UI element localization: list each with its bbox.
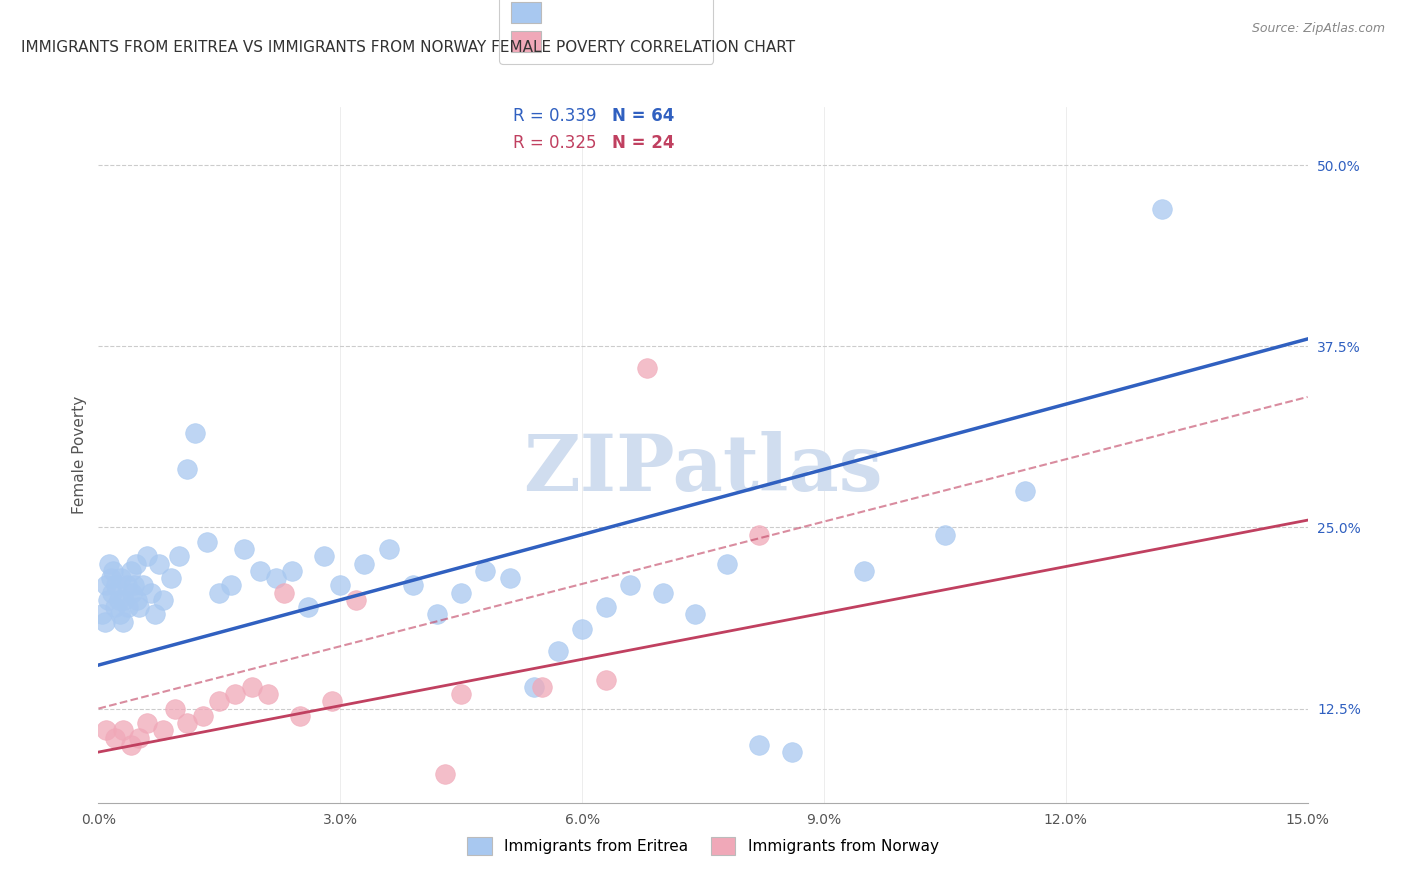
Point — [426, 607, 449, 622]
Point — [853, 564, 876, 578]
Point — [240, 680, 263, 694]
Point — [100, 571, 122, 585]
Point — [344, 592, 367, 607]
Text: N = 24: N = 24 — [612, 134, 673, 152]
Point — [780, 745, 803, 759]
Point — [97, 557, 120, 571]
Point — [288, 708, 311, 723]
Text: ZIPatlas: ZIPatlas — [523, 431, 883, 507]
Point — [1014, 484, 1036, 499]
Text: Source: ZipAtlas.com: Source: ZipAtlas.com — [1251, 22, 1385, 36]
Point — [748, 527, 770, 541]
Point — [97, 592, 120, 607]
Point — [498, 571, 520, 585]
Point — [651, 585, 673, 599]
Point — [314, 549, 336, 564]
Point — [264, 571, 287, 585]
Point — [128, 600, 150, 615]
Point — [1152, 202, 1174, 216]
Point — [595, 600, 617, 615]
Point — [94, 615, 117, 629]
Point — [96, 723, 118, 738]
Point — [683, 607, 706, 622]
Point — [101, 585, 124, 599]
Point — [121, 585, 143, 599]
Point — [450, 687, 472, 701]
Point — [96, 578, 118, 592]
Point — [101, 564, 124, 578]
Point — [103, 600, 125, 615]
Point — [281, 564, 304, 578]
Point — [208, 585, 231, 599]
Point — [571, 622, 593, 636]
Point — [135, 549, 157, 564]
Legend: Immigrants from Eritrea, Immigrants from Norway: Immigrants from Eritrea, Immigrants from… — [461, 830, 945, 862]
Text: IMMIGRANTS FROM ERITREA VS IMMIGRANTS FROM NORWAY FEMALE POVERTY CORRELATION CHA: IMMIGRANTS FROM ERITREA VS IMMIGRANTS FR… — [21, 40, 796, 55]
Point — [748, 738, 770, 752]
Point — [273, 585, 295, 599]
Point — [139, 585, 162, 599]
Point — [530, 680, 553, 694]
Point — [193, 708, 215, 723]
Point — [135, 716, 157, 731]
Point — [934, 527, 956, 541]
Point — [195, 535, 218, 549]
Point — [167, 549, 190, 564]
Point — [256, 687, 278, 701]
Text: R = 0.325: R = 0.325 — [513, 134, 596, 152]
Point — [377, 542, 399, 557]
Point — [184, 426, 207, 441]
Point — [474, 564, 496, 578]
Point — [103, 731, 125, 745]
Point — [152, 592, 174, 607]
Point — [547, 643, 569, 657]
Point — [127, 592, 149, 607]
Point — [208, 694, 231, 708]
Point — [107, 592, 129, 607]
Point — [143, 607, 166, 622]
Point — [108, 607, 131, 622]
Point — [111, 723, 134, 738]
Point — [176, 716, 198, 731]
Point — [224, 687, 246, 701]
Point — [120, 564, 142, 578]
Point — [128, 731, 150, 745]
Point — [716, 557, 738, 571]
Point — [105, 578, 128, 592]
Point — [402, 578, 425, 592]
Point — [249, 564, 271, 578]
Point — [152, 723, 174, 738]
Point — [434, 767, 457, 781]
Point — [595, 673, 617, 687]
Point — [176, 462, 198, 476]
Point — [163, 701, 186, 715]
Point — [91, 607, 114, 622]
Point — [117, 600, 139, 615]
Point — [450, 585, 472, 599]
Point — [148, 557, 170, 571]
Point — [160, 571, 183, 585]
Point — [124, 557, 146, 571]
Point — [321, 694, 343, 708]
Point — [120, 738, 142, 752]
Point — [110, 571, 132, 585]
Point — [112, 592, 135, 607]
Point — [232, 542, 254, 557]
Text: R = 0.339: R = 0.339 — [513, 107, 596, 125]
Point — [111, 615, 134, 629]
Point — [619, 578, 641, 592]
Point — [221, 578, 243, 592]
Point — [122, 578, 145, 592]
Point — [297, 600, 319, 615]
Point — [329, 578, 352, 592]
Text: N = 64: N = 64 — [612, 107, 673, 125]
Point — [636, 361, 658, 376]
Point — [353, 557, 375, 571]
Point — [132, 578, 155, 592]
Y-axis label: Female Poverty: Female Poverty — [72, 396, 87, 514]
Point — [523, 680, 546, 694]
Point — [115, 578, 138, 592]
